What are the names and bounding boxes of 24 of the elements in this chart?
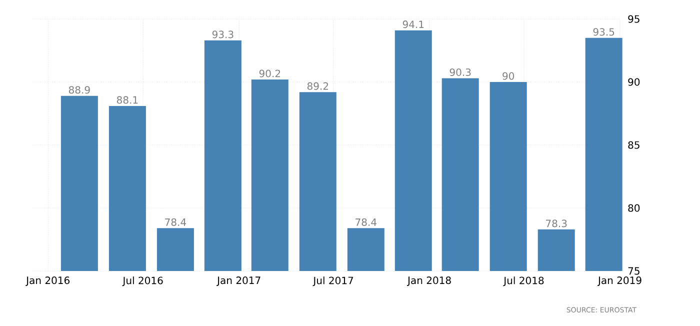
y-tick-label: 90	[628, 78, 640, 86]
x-tick-label: Jul 2018	[503, 276, 544, 286]
data-label: 93.3	[212, 30, 234, 38]
x-tick-label: Jan 2018	[407, 276, 451, 286]
y-tick-label: 85	[628, 141, 640, 149]
data-label: 90.2	[259, 70, 280, 78]
x-tick-label: Jan 2017	[216, 276, 260, 286]
data-label: 88.9	[68, 86, 90, 94]
data-label: 89.2	[307, 82, 328, 90]
x-tick-label: Jul 2017	[312, 276, 354, 286]
y-tick-label: 80	[628, 204, 640, 212]
data-label: 90.3	[450, 68, 471, 76]
x-tick-label: Jan 2016	[26, 276, 70, 286]
data-label: 93.5	[593, 28, 614, 36]
data-label: 78.4	[165, 218, 186, 226]
x-tick-label: Jan 2019	[597, 276, 642, 286]
y-tick-label: 95	[628, 15, 640, 23]
x-tick-label: Jul 2016	[122, 276, 163, 286]
data-label: 88.1	[116, 96, 138, 104]
data-label: 90	[502, 72, 514, 80]
data-label: 78.3	[546, 220, 567, 228]
data-label: 78.4	[356, 218, 376, 226]
y-tick-label: 75	[628, 267, 640, 275]
data-label: 94.1	[402, 20, 424, 28]
